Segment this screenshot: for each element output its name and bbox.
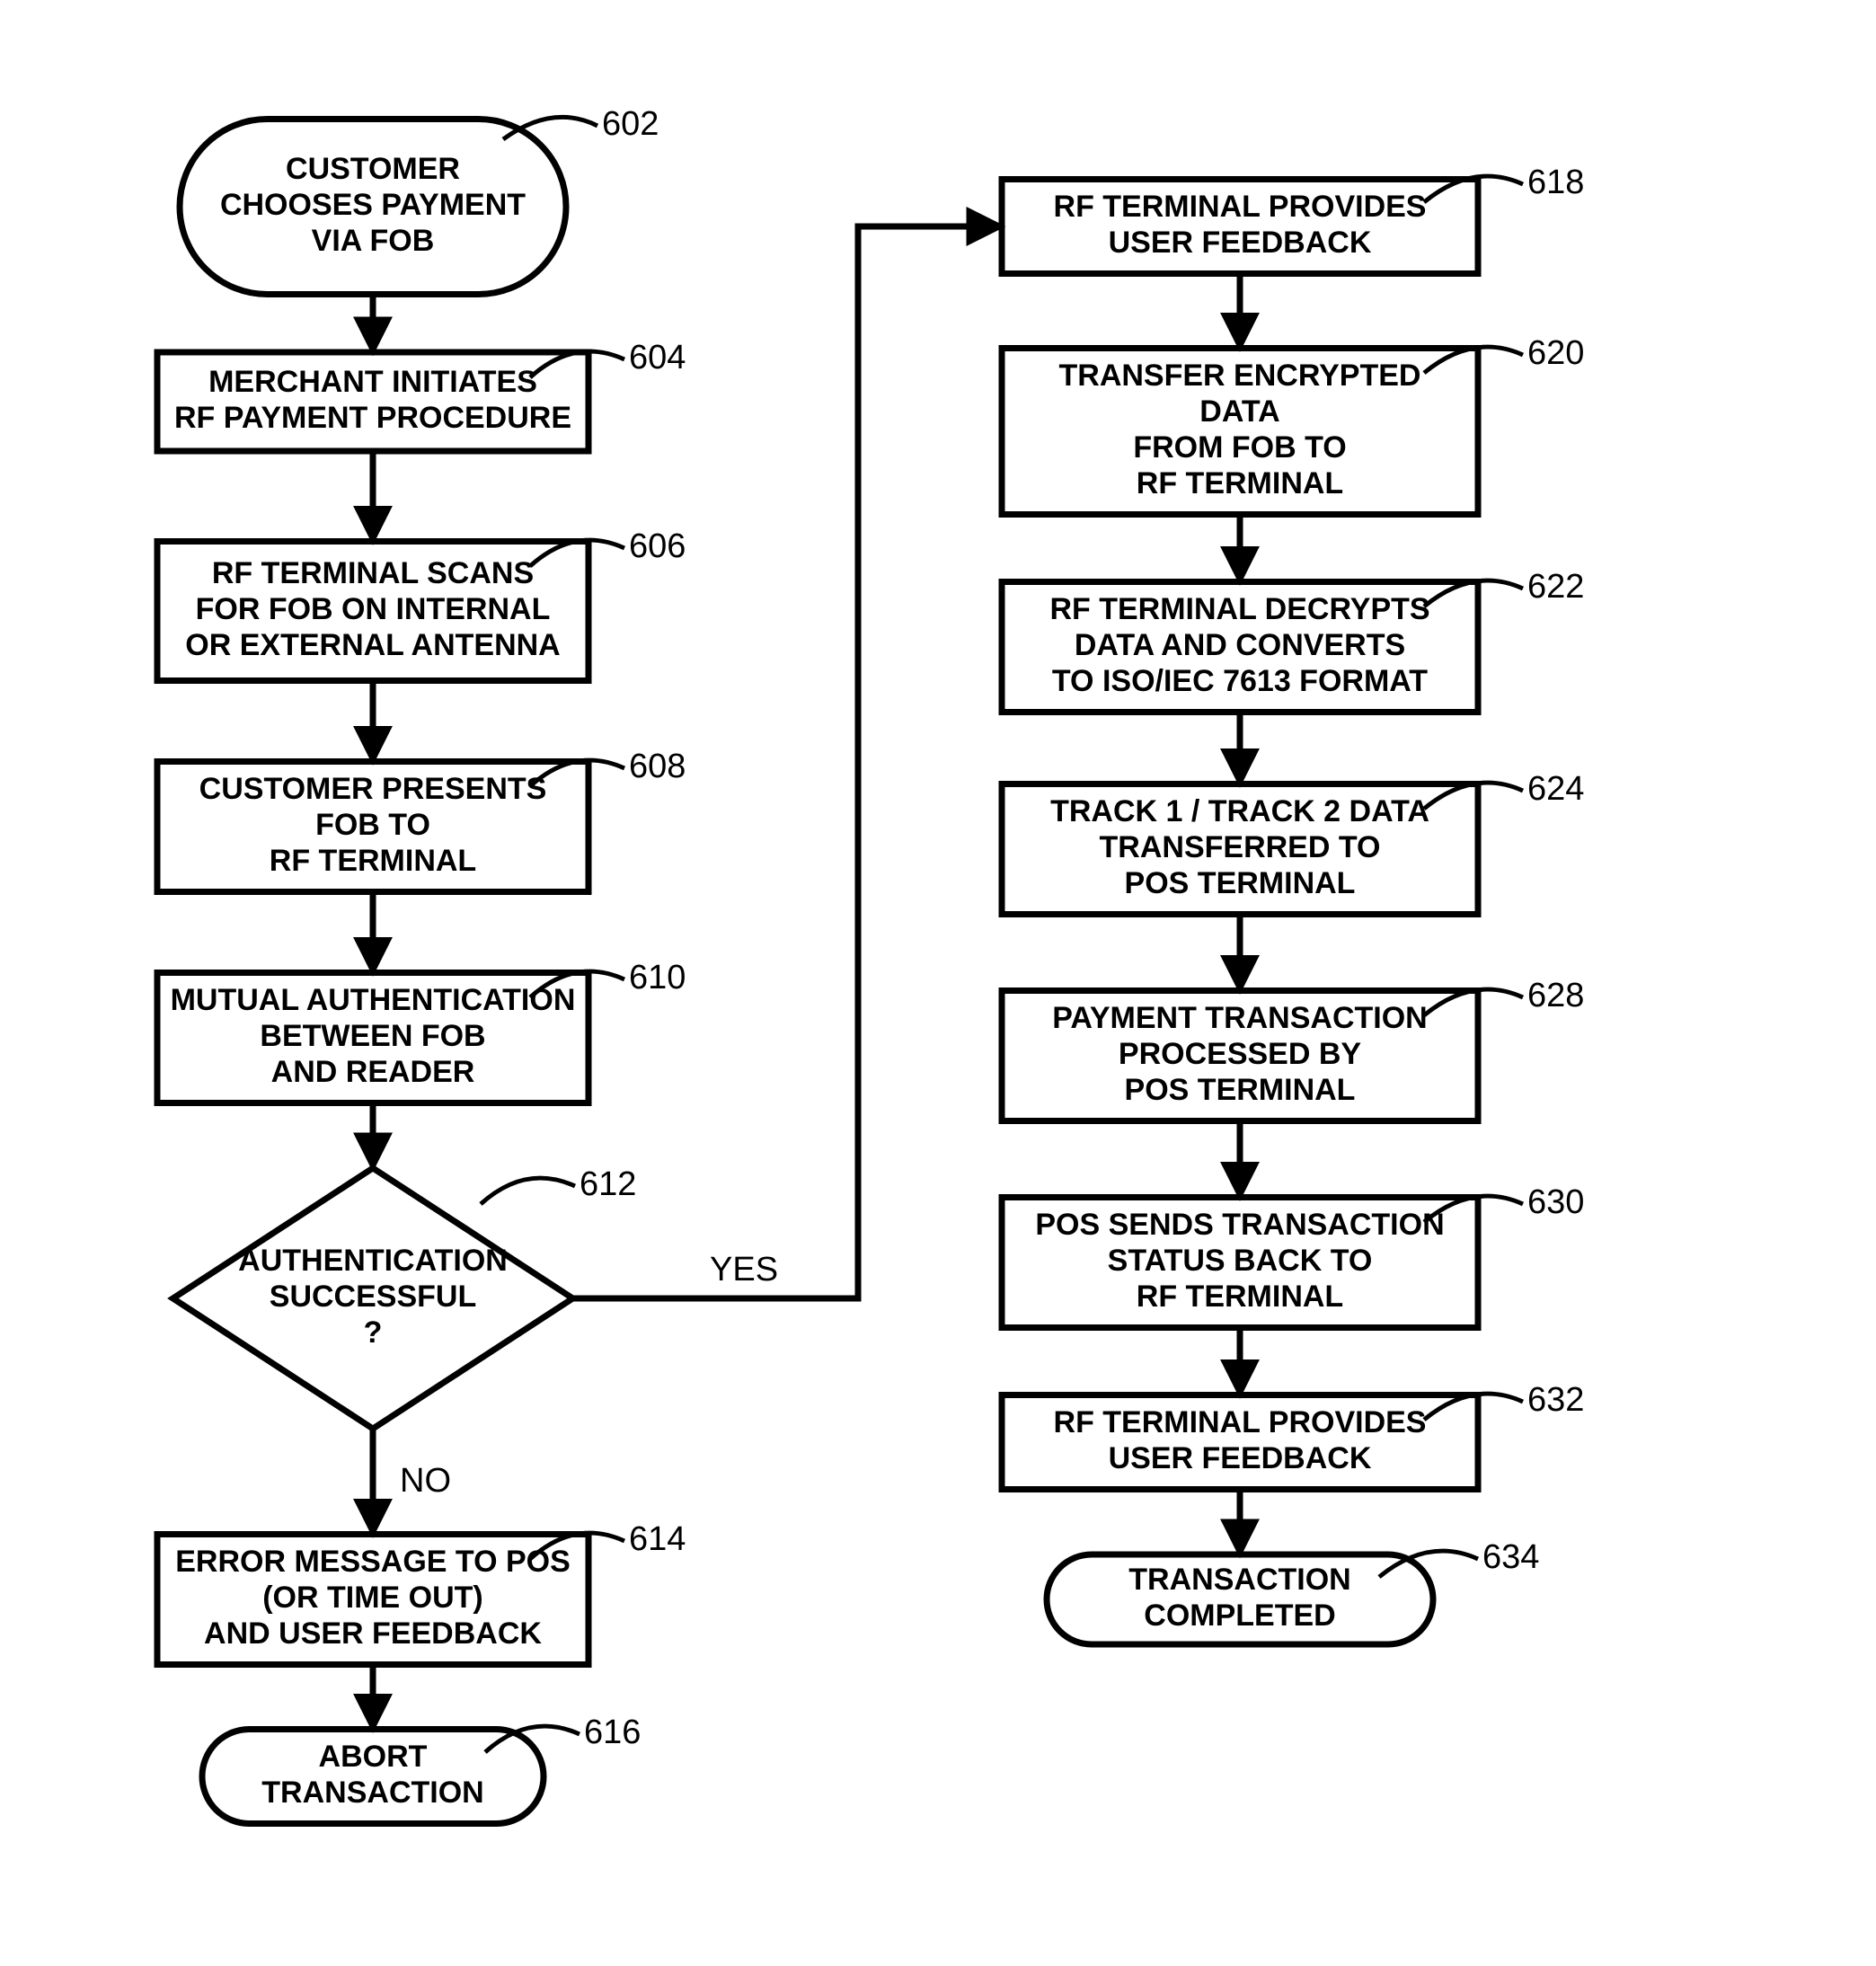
flow-node-n620: TRANSFER ENCRYPTEDDATAFROM FOB TORF TERM… (1002, 349, 1478, 515)
flow-node-n624: TRACK 1 / TRACK 2 DATATRANSFERRED TOPOS … (1002, 784, 1478, 915)
flow-text: MUTUAL AUTHENTICATION (171, 983, 576, 1017)
flow-text: RF TERMINAL DECRYPTS (1049, 592, 1429, 626)
flow-node-n602: CUSTOMERCHOOSES PAYMENTVIA FOB (180, 120, 566, 295)
ref-tag: 634 (1482, 1538, 1539, 1576)
flow-node-n628: PAYMENT TRANSACTIONPROCESSED BYPOS TERMI… (1002, 991, 1478, 1121)
flow-text: AUTHENTICATION (238, 1244, 508, 1278)
flow-node-n632: RF TERMINAL PROVIDESUSER FEEDBACK (1002, 1395, 1478, 1490)
flow-text: ? (364, 1315, 383, 1350)
flow-text: TRANSFERRED TO (1100, 830, 1381, 864)
ref-tag: 632 (1527, 1381, 1584, 1419)
flow-text: TRANSFER ENCRYPTED (1059, 359, 1421, 393)
ref-tag: 606 (629, 527, 686, 565)
flow-text: CHOOSES PAYMENT (220, 188, 526, 222)
flow-node-n614: ERROR MESSAGE TO POS(OR TIME OUT)AND USE… (157, 1535, 588, 1665)
edge-label: YES (710, 1251, 778, 1289)
ref-tag: 620 (1527, 334, 1584, 372)
ref-tag: 614 (629, 1520, 686, 1558)
ref-tag: 610 (629, 959, 686, 996)
edge-label: NO (400, 1462, 451, 1500)
flow-text: FOR FOB ON INTERNAL (196, 592, 551, 626)
flow-text: OR EXTERNAL ANTENNA (185, 628, 560, 662)
flow-text: AND USER FEEDBACK (204, 1616, 542, 1651)
flow-text: RF TERMINAL (270, 844, 476, 878)
flow-text: POS SENDS TRANSACTION (1035, 1208, 1444, 1242)
flow-text: POS TERMINAL (1125, 1073, 1356, 1107)
ref-tag: 622 (1527, 568, 1584, 606)
flow-text: RF TERMINAL (1137, 466, 1343, 500)
flow-text: TO ISO/IEC 7613 FORMAT (1052, 664, 1428, 698)
flow-node-n604: MERCHANT INITIATESRF PAYMENT PROCEDURE (157, 352, 588, 451)
ref-tag: 628 (1527, 977, 1584, 1014)
flow-text: ERROR MESSAGE TO POS (175, 1545, 571, 1579)
flow-text: RF TERMINAL (1137, 1280, 1343, 1314)
flow-text: RF TERMINAL SCANS (212, 556, 534, 590)
flow-node-n630: POS SENDS TRANSACTIONSTATUS BACK TORF TE… (1002, 1198, 1478, 1328)
ref-tag: 612 (580, 1165, 636, 1203)
flow-text: COMPLETED (1144, 1598, 1335, 1633)
flow-text: PAYMENT TRANSACTION (1052, 1001, 1427, 1035)
flow-text: VIA FOB (312, 224, 435, 258)
flow-text: AND READER (271, 1055, 475, 1089)
flow-text: USER FEEDBACK (1109, 226, 1372, 260)
ref-tag: 624 (1527, 770, 1584, 808)
flow-node-n610: MUTUAL AUTHENTICATIONBETWEEN FOBAND READ… (157, 973, 588, 1103)
ref-tag: 630 (1527, 1183, 1584, 1221)
flow-text: BETWEEN FOB (260, 1019, 485, 1053)
ref-tag: 616 (584, 1714, 641, 1751)
flow-text: RF PAYMENT PROCEDURE (174, 401, 571, 435)
flow-node-n608: CUSTOMER PRESENTSFOB TORF TERMINAL (157, 762, 588, 892)
ref-tag: 602 (602, 105, 659, 143)
ref-tag: 604 (629, 339, 686, 376)
flow-node-n634: TRANSACTIONCOMPLETED (1047, 1554, 1433, 1644)
flow-text: CUSTOMER PRESENTS (199, 772, 547, 806)
flow-text: POS TERMINAL (1125, 866, 1356, 900)
flow-text: TRANSACTION (1128, 1563, 1350, 1597)
flow-node-n622: RF TERMINAL DECRYPTSDATA AND CONVERTSTO … (1002, 582, 1478, 713)
flow-text: FOB TO (315, 808, 430, 842)
flow-text: PROCESSED BY (1119, 1037, 1361, 1071)
flow-text: TRACK 1 / TRACK 2 DATA (1050, 794, 1429, 828)
flow-node-n612: AUTHENTICATIONSUCCESSFUL? (173, 1168, 573, 1429)
flow-text: FROM FOB TO (1133, 430, 1346, 465)
flow-text: TRANSACTION (261, 1776, 483, 1810)
flow-text: (OR TIME OUT) (262, 1581, 483, 1615)
tag-lead (481, 1178, 575, 1204)
flow-node-n606: RF TERMINAL SCANSFOR FOB ON INTERNALOR E… (157, 542, 588, 681)
flow-text: SUCCESSFUL (270, 1280, 476, 1314)
flow-text: DATA (1199, 394, 1279, 429)
flow-text: RF TERMINAL PROVIDES (1054, 190, 1427, 224)
ref-tag: 618 (1527, 164, 1584, 201)
flow-text: STATUS BACK TO (1108, 1244, 1373, 1278)
flow-text: CUSTOMER (286, 152, 460, 186)
ref-tag: 608 (629, 748, 686, 785)
flow-node-n618: RF TERMINAL PROVIDESUSER FEEDBACK (1002, 180, 1478, 274)
flow-text: MERCHANT INITIATES (208, 365, 537, 399)
flow-text: ABORT (319, 1740, 428, 1774)
flow-text: RF TERMINAL PROVIDES (1054, 1405, 1427, 1439)
flow-text: DATA AND CONVERTS (1075, 628, 1405, 662)
flow-text: USER FEEDBACK (1109, 1441, 1372, 1475)
